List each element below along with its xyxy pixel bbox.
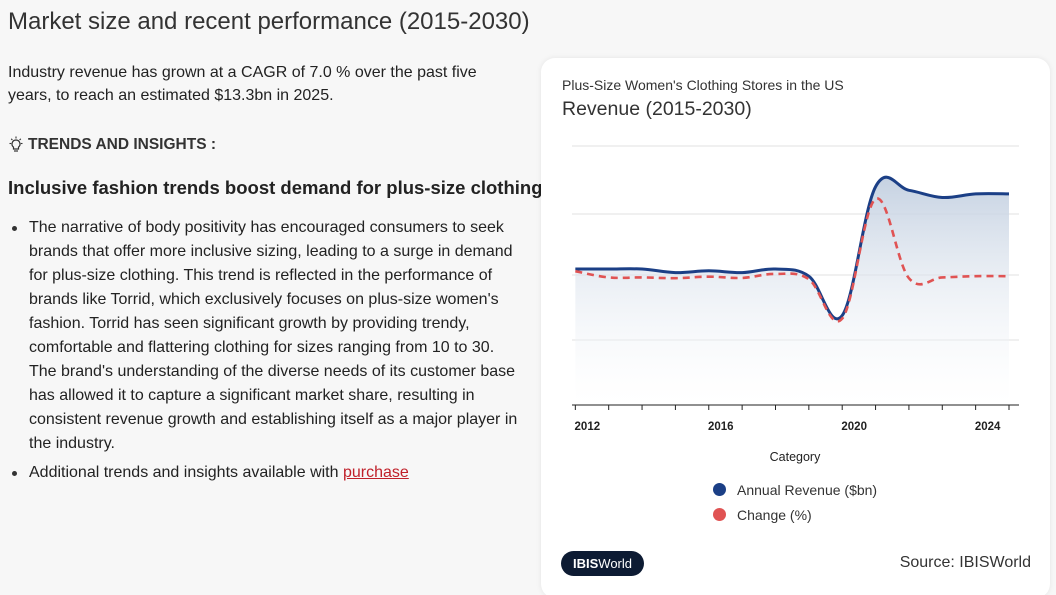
legend-item-change[interactable]: Change (%) [713, 502, 877, 527]
chart-title: Revenue (2015-2030) [562, 98, 752, 120]
x-axis-label: Category [770, 450, 821, 464]
legend-label-change: Change (%) [737, 506, 812, 523]
revenue-area [575, 177, 1009, 405]
purchase-link[interactable]: purchase [342, 464, 409, 481]
x-tick-label: 2020 [841, 421, 867, 433]
insight-list: The narrative of body positivity has enc… [8, 216, 518, 485]
source-text: Source: IBISWorld [899, 554, 1031, 571]
x-tick-label: 2012 [575, 421, 601, 433]
purchase-prefix: Additional trends and insights available… [29, 464, 343, 481]
legend-item-revenue[interactable]: Annual Revenue ($bn) [713, 477, 877, 502]
legend-swatch-revenue [713, 483, 726, 496]
trends-heading-label: TRENDS AND INSIGHTS : [28, 136, 217, 153]
legend-label-revenue: Annual Revenue ($bn) [737, 481, 878, 498]
intro-text: Industry revenue has grown at a CAGR of … [8, 64, 477, 104]
chart-super-title: Plus-Size Women's Clothing Stores in the… [562, 77, 844, 93]
insight-heading: Inclusive fashion trends boost demand fo… [8, 177, 543, 198]
x-tick-label: 2024 [975, 421, 1001, 433]
ibisworld-logo: IBISWorld [561, 551, 645, 576]
insight-bullet: The narrative of body positivity has enc… [8, 216, 518, 456]
page-title: Market size and recent performance (2015… [8, 8, 530, 35]
lightbulb-icon [9, 136, 23, 152]
insight-bullet-purchase: Additional trends and insights available… [8, 461, 518, 485]
chart-card: Plus-Size Women's Clothing Stores in the… [541, 58, 1050, 595]
trends-heading: TRENDS AND INSIGHTS : [8, 136, 216, 154]
series-line-change [575, 197, 1009, 323]
revenue-chart: 2012 2016 2020 2024 Category [572, 145, 1019, 464]
series-line-revenue [575, 175, 1009, 321]
legend-swatch-change [713, 508, 726, 521]
x-tick-label: 2016 [708, 421, 734, 433]
chart-legend: Annual Revenue ($bn) Change (%) [713, 477, 877, 527]
